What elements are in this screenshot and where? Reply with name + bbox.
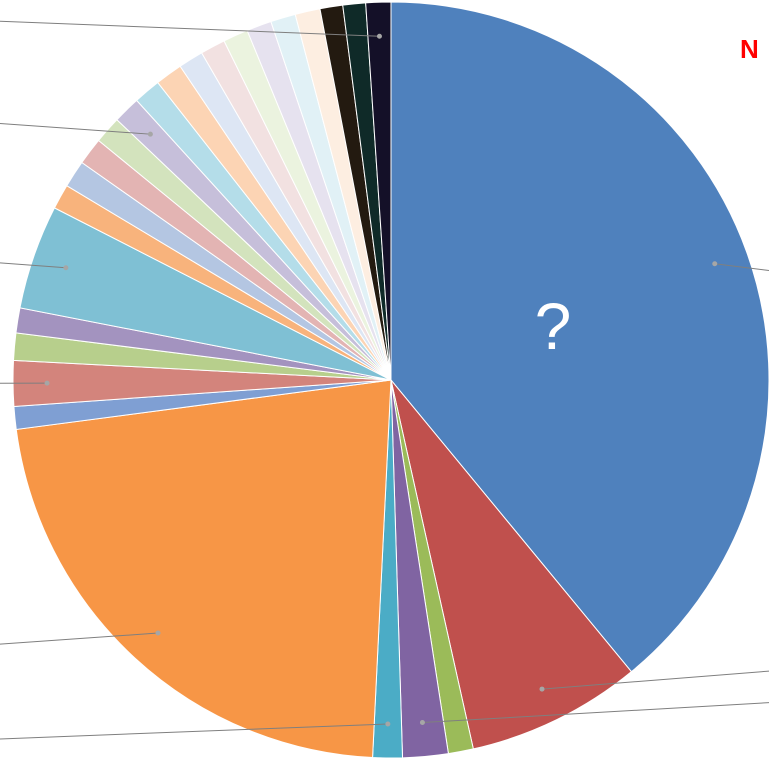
leader-line: [0, 20, 380, 37]
leader-line: [541, 670, 769, 690]
corner-label: N: [740, 34, 759, 64]
leader-dot: [44, 380, 50, 386]
leader-dot: [712, 261, 718, 267]
leader-line: [0, 122, 151, 135]
leader-dot: [155, 630, 161, 636]
leader-dot: [63, 265, 69, 271]
leader-line: [0, 723, 388, 740]
pie-slice: [390, 379, 633, 750]
leader-line: [714, 263, 769, 272]
center-label: ?: [535, 289, 572, 363]
leader-dot: [539, 686, 545, 692]
pie-slice: [390, 1, 769, 673]
leader-line: [0, 632, 159, 645]
leader-dot: [376, 33, 382, 39]
leader-line: [0, 262, 66, 269]
pie-slice: [15, 379, 392, 759]
leader-line: [422, 702, 769, 724]
leader-dot: [147, 131, 153, 137]
pie-slices: [12, 1, 769, 759]
pie-slice: [365, 1, 392, 381]
leader-lines: [0, 20, 769, 740]
leader-dot: [385, 721, 391, 727]
leader-dot: [419, 720, 425, 726]
